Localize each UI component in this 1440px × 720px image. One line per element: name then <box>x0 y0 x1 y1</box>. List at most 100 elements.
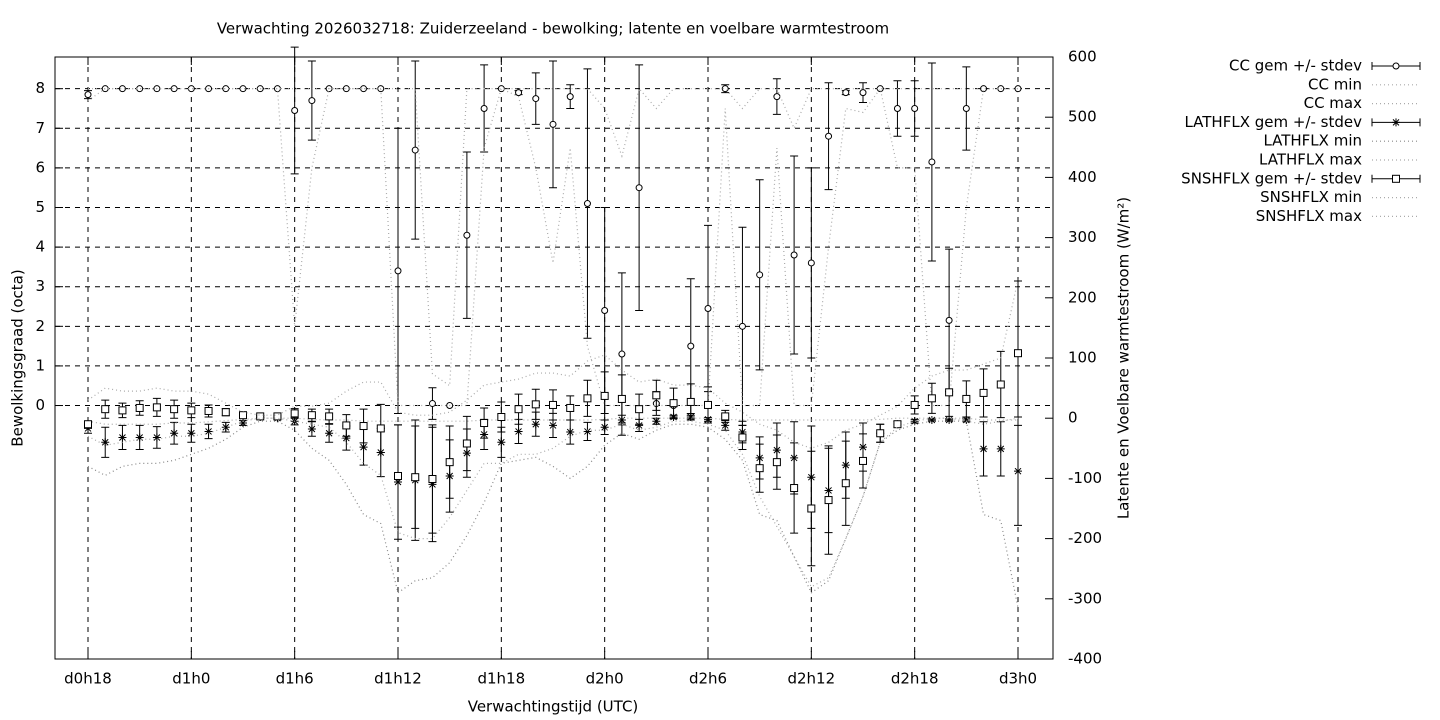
min-max-line <box>87 420 1019 608</box>
point <box>531 420 540 429</box>
point <box>617 394 626 403</box>
x-tick-label: d0h18 <box>64 670 112 688</box>
chart-title: Verwachting 2026032718: Zuiderzeeland - … <box>217 20 889 38</box>
point <box>583 200 591 208</box>
point <box>359 443 368 452</box>
point <box>394 267 402 275</box>
point <box>927 416 936 425</box>
point <box>118 406 127 415</box>
y2-tick-label: 0 <box>1068 409 1078 427</box>
point <box>307 411 316 420</box>
y-tick-label: 5 <box>35 198 45 216</box>
point <box>772 458 781 467</box>
point <box>893 420 902 429</box>
x-axis-label: Verwachtingstijd (UTC) <box>468 698 639 716</box>
legend-label: LATHFLX gem +/- stdev <box>1184 113 1362 131</box>
point <box>84 420 92 429</box>
point <box>411 473 420 482</box>
point <box>531 400 540 409</box>
point <box>807 504 816 513</box>
point <box>239 419 247 428</box>
min-max-line <box>87 417 1019 588</box>
point <box>514 405 523 414</box>
legend-label: LATHFLX max <box>1259 151 1362 169</box>
point <box>566 403 575 412</box>
y-tick-label: 4 <box>35 238 45 256</box>
point <box>411 146 419 154</box>
min-max-line <box>87 279 1019 449</box>
point <box>738 433 747 442</box>
point <box>566 428 575 437</box>
point <box>755 464 764 473</box>
point <box>290 409 299 418</box>
point <box>497 412 506 421</box>
point <box>135 433 144 442</box>
point <box>221 423 230 432</box>
y-tick-label: 2 <box>35 317 45 335</box>
point <box>428 400 436 408</box>
point <box>359 422 368 431</box>
point <box>170 429 179 438</box>
point <box>273 85 281 93</box>
point <box>790 251 798 259</box>
point <box>738 322 746 330</box>
y-tick-label: 8 <box>35 79 45 97</box>
point <box>187 429 196 438</box>
x-tick-label: d1h18 <box>477 670 525 688</box>
legend-label: CC max <box>1304 94 1363 112</box>
point <box>927 394 936 403</box>
x-tick-label: d3h0 <box>999 670 1037 688</box>
point <box>394 471 402 480</box>
point <box>721 421 730 430</box>
point <box>514 427 523 436</box>
point <box>704 304 712 312</box>
point <box>1014 85 1022 93</box>
point <box>962 416 971 425</box>
y-tick-label: 0 <box>35 396 45 414</box>
point <box>997 85 1005 93</box>
y2-tick-label: 600 <box>1068 48 1097 66</box>
point <box>170 405 179 414</box>
point <box>635 405 644 414</box>
legend-label: LATHFLX min <box>1263 132 1362 150</box>
point <box>1014 349 1022 358</box>
point <box>635 184 643 192</box>
point <box>428 475 437 484</box>
point <box>686 397 695 406</box>
point <box>291 106 299 114</box>
point <box>549 400 557 409</box>
y-axis-label: Bewolkingsgraad (octa) <box>9 269 27 446</box>
point <box>497 438 506 447</box>
x-tick-label: d2h18 <box>891 670 939 688</box>
point <box>549 120 557 128</box>
point <box>463 231 471 239</box>
point <box>532 95 540 103</box>
x-tick-label: d1h0 <box>172 670 210 688</box>
point <box>996 380 1005 389</box>
point <box>152 433 161 442</box>
point <box>910 417 919 426</box>
y2-tick-label: -400 <box>1068 650 1102 668</box>
point <box>135 403 144 412</box>
point <box>84 91 92 99</box>
point <box>945 416 954 425</box>
y-tick-label: 1 <box>35 356 45 374</box>
point <box>118 433 127 442</box>
min-max-line <box>87 87 1018 407</box>
point <box>859 456 867 465</box>
point <box>583 427 592 436</box>
legend-label: SNSHFLX max <box>1256 207 1362 225</box>
point <box>876 429 885 438</box>
y-tick-label: 6 <box>35 158 45 176</box>
point <box>376 424 385 433</box>
point <box>462 439 471 448</box>
point <box>996 444 1005 453</box>
point <box>222 85 230 93</box>
y2-tick-label: -300 <box>1068 589 1102 607</box>
point <box>618 350 626 358</box>
point <box>601 306 609 314</box>
x-tick-label: d1h6 <box>276 670 314 688</box>
point <box>187 406 196 415</box>
point <box>307 425 316 434</box>
point <box>566 93 574 101</box>
